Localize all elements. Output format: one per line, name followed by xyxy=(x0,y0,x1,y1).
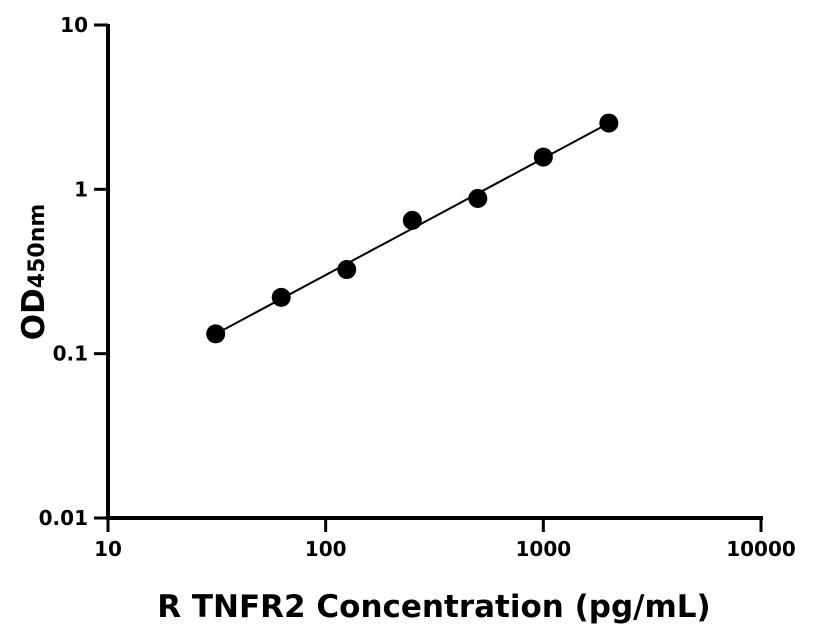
x-axis-label: R TNFR2 Concentration (pg/mL) xyxy=(157,589,710,625)
data-point xyxy=(271,287,291,307)
data-point xyxy=(337,260,357,280)
x-tick-label: 100 xyxy=(305,537,347,561)
data-point xyxy=(533,147,553,167)
y-tick-label: 10 xyxy=(60,13,88,37)
x-tick-label: 10 xyxy=(94,537,122,561)
data-point xyxy=(468,188,488,208)
y-axis-label: OD450nm xyxy=(16,204,52,341)
y-axis-label-main: OD xyxy=(16,288,52,340)
y-tick-label: 0.1 xyxy=(53,342,88,366)
data-point xyxy=(402,210,422,230)
x-tick-label: 1000 xyxy=(515,537,571,561)
data-point xyxy=(206,324,226,344)
y-tick-label: 0.01 xyxy=(39,506,88,530)
y-tick-label: 1 xyxy=(74,177,88,201)
x-tick-label: 10000 xyxy=(726,537,796,561)
data-point xyxy=(599,113,619,133)
y-axis-label-subscript: 450nm xyxy=(25,204,50,289)
